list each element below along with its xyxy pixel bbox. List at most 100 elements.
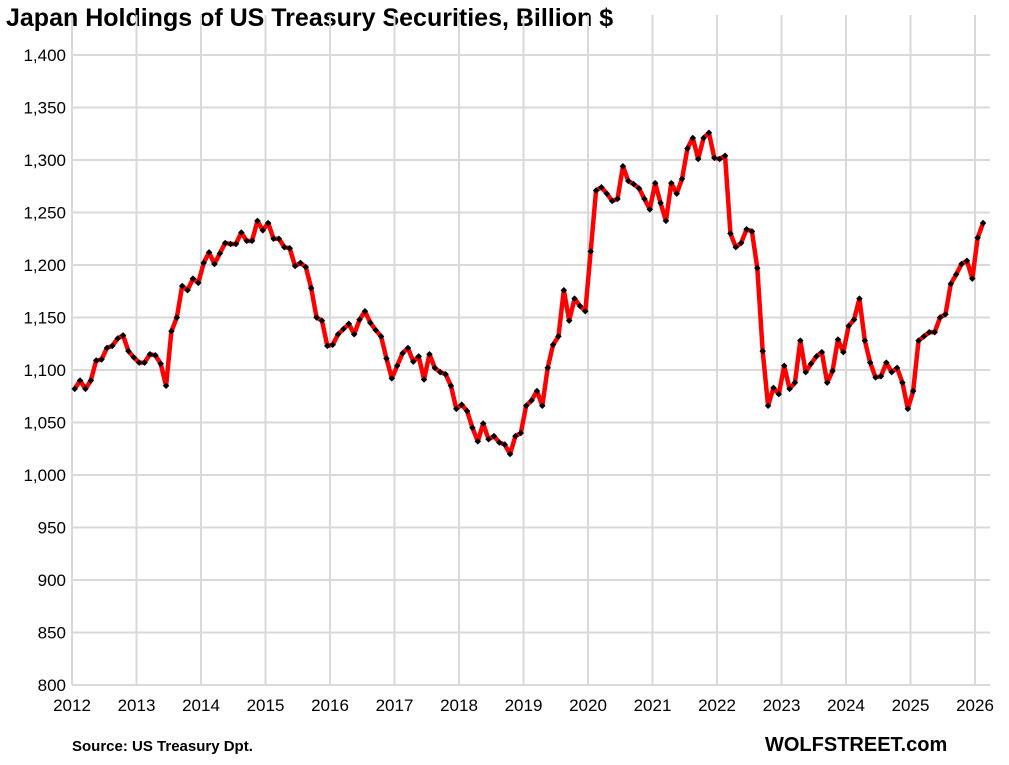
data-point bbox=[883, 359, 890, 366]
data-point bbox=[479, 420, 487, 427]
data-point bbox=[840, 348, 847, 356]
data-point bbox=[872, 374, 879, 381]
y-tick-label: 950 bbox=[38, 519, 66, 538]
data-point bbox=[571, 295, 578, 302]
y-tick-label: 850 bbox=[38, 624, 66, 643]
data-point bbox=[173, 314, 181, 321]
data-point bbox=[232, 240, 240, 248]
data-point bbox=[582, 307, 589, 315]
data-point bbox=[544, 364, 551, 372]
data-point bbox=[759, 347, 766, 355]
data-point bbox=[76, 377, 84, 384]
data-point bbox=[716, 155, 723, 163]
x-tick-label: 2018 bbox=[440, 696, 478, 715]
data-point bbox=[307, 284, 315, 292]
data-point bbox=[264, 219, 272, 227]
data-point bbox=[372, 326, 379, 334]
data-point bbox=[727, 230, 734, 237]
x-tick-label: 2019 bbox=[505, 696, 543, 715]
data-point bbox=[942, 311, 949, 318]
data-point bbox=[958, 260, 965, 268]
data-point bbox=[356, 316, 363, 323]
data-point bbox=[313, 314, 320, 321]
data-point bbox=[684, 145, 691, 152]
data-point bbox=[205, 249, 213, 256]
data-point bbox=[431, 364, 439, 372]
data-point bbox=[711, 154, 718, 162]
x-tick-label: 2022 bbox=[698, 696, 736, 715]
data-point bbox=[823, 379, 831, 386]
data-point bbox=[286, 244, 293, 252]
data-point bbox=[700, 134, 707, 142]
data-point bbox=[813, 353, 820, 360]
data-point bbox=[350, 331, 358, 338]
data-point bbox=[893, 364, 901, 372]
y-tick-label: 1,350 bbox=[23, 99, 66, 118]
data-point bbox=[866, 359, 874, 366]
data-point bbox=[302, 263, 310, 271]
data-point bbox=[592, 187, 600, 194]
data-point bbox=[969, 275, 976, 282]
data-point bbox=[952, 271, 960, 278]
data-point bbox=[936, 314, 944, 321]
data-point bbox=[732, 243, 740, 251]
data-point bbox=[345, 320, 353, 328]
data-point bbox=[807, 360, 815, 367]
x-tick-label: 2017 bbox=[376, 696, 414, 715]
data-point bbox=[361, 307, 369, 315]
y-tick-label: 1,100 bbox=[23, 361, 66, 380]
x-tick-label: 2021 bbox=[634, 696, 672, 715]
data-point bbox=[71, 385, 78, 393]
data-point bbox=[189, 275, 197, 282]
data-point bbox=[780, 362, 788, 370]
data-point bbox=[678, 175, 686, 183]
data-point bbox=[517, 429, 525, 437]
data-point bbox=[135, 359, 143, 366]
data-point bbox=[152, 352, 159, 359]
x-tick-label: 2013 bbox=[118, 696, 156, 715]
data-point bbox=[157, 360, 164, 367]
data-point bbox=[383, 355, 390, 362]
data-point bbox=[657, 199, 664, 207]
data-point bbox=[334, 331, 342, 338]
data-point bbox=[630, 180, 637, 188]
data-point bbox=[549, 341, 557, 349]
x-tick-label: 2014 bbox=[182, 696, 220, 715]
data-point bbox=[619, 163, 627, 170]
data-point bbox=[926, 328, 933, 336]
data-point bbox=[221, 239, 229, 247]
data-point bbox=[474, 438, 482, 445]
data-point bbox=[673, 190, 680, 197]
data-point bbox=[834, 336, 842, 343]
data-point bbox=[291, 262, 299, 270]
data-point bbox=[248, 237, 256, 245]
brand-label: WOLFSTREET.com bbox=[765, 734, 948, 756]
data-point bbox=[146, 350, 154, 358]
data-point bbox=[963, 257, 971, 265]
data-point bbox=[388, 375, 396, 382]
data-point bbox=[281, 243, 288, 251]
x-tick-label: 2026 bbox=[956, 696, 994, 715]
data-point bbox=[614, 195, 621, 203]
data-point bbox=[275, 235, 283, 243]
data-point bbox=[576, 302, 584, 310]
data-point bbox=[850, 316, 858, 323]
data-point bbox=[496, 439, 503, 446]
data-point bbox=[856, 295, 863, 302]
data-point bbox=[539, 402, 546, 409]
data-point bbox=[641, 195, 648, 203]
data-point bbox=[565, 317, 573, 324]
data-point bbox=[506, 450, 514, 458]
data-point bbox=[485, 436, 492, 443]
data-point bbox=[909, 387, 917, 395]
data-point bbox=[420, 376, 428, 383]
x-tick-label: 2015 bbox=[247, 696, 285, 715]
data-point bbox=[915, 337, 922, 344]
data-point bbox=[705, 129, 713, 136]
data-point bbox=[829, 367, 836, 375]
data-point bbox=[168, 327, 175, 335]
data-point bbox=[625, 177, 632, 185]
data-point bbox=[748, 228, 756, 235]
data-point bbox=[399, 349, 406, 357]
